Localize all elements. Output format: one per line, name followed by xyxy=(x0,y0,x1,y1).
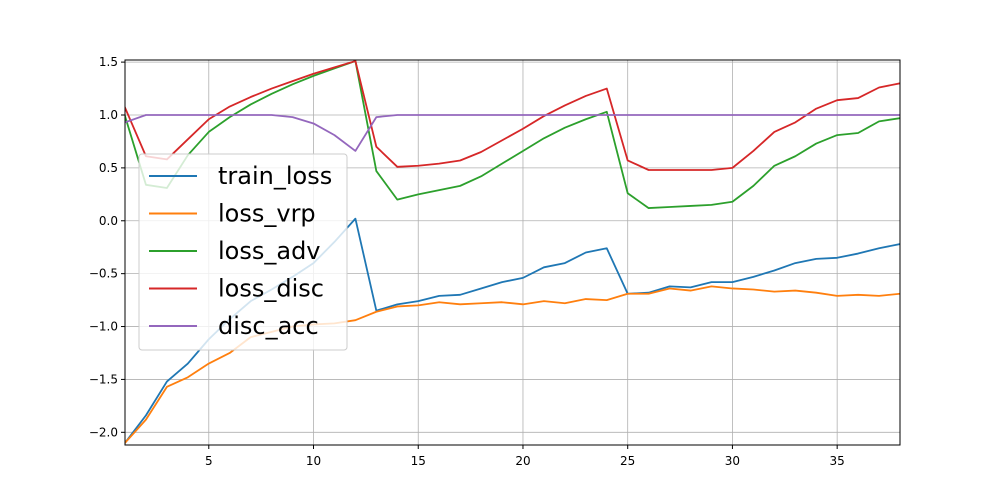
legend-box xyxy=(138,153,348,351)
x-tick-label: 10 xyxy=(306,454,321,468)
legend-label-train_loss: train_loss xyxy=(218,162,332,190)
y-tick-label: 1.5 xyxy=(99,55,118,69)
y-tick-label: 0.5 xyxy=(99,161,118,175)
x-tick-label: 15 xyxy=(411,454,426,468)
legend: train_loss loss_vrp loss_adv loss_disc disc_… xyxy=(138,153,348,351)
legend-label-disc_acc: disc_acc xyxy=(218,312,319,340)
x-tick-label: 5 xyxy=(205,454,213,468)
legend-label-loss_adv: loss_adv xyxy=(218,237,321,265)
y-tick-label: 0.0 xyxy=(99,214,118,228)
y-tick-label: 1.0 xyxy=(99,108,118,122)
y-tick-label: −1.0 xyxy=(89,320,118,334)
plot-frame xyxy=(124,59,901,446)
x-tick-label: 30 xyxy=(725,454,740,468)
x-tick-label: 20 xyxy=(515,454,530,468)
axes: 5 10 15 20 25 30 35 −2.0 −1.5 −1.0 −0.5 0.0 0.5 1.0 1.… xyxy=(89,55,845,468)
x-tick-label: 25 xyxy=(620,454,635,468)
y-tick-label: −1.5 xyxy=(89,372,118,386)
legend-label-loss_disc: loss_disc xyxy=(218,275,324,303)
series-line-loss_adv xyxy=(125,60,900,209)
y-tick-label: −2.0 xyxy=(89,425,118,439)
legend-label-loss_vrp: loss_vrp xyxy=(218,200,316,228)
x-tick-label: 35 xyxy=(830,454,845,468)
y-tick-label: −0.5 xyxy=(89,267,118,281)
series-line-loss_disc xyxy=(125,60,900,171)
series-line-disc_acc xyxy=(125,114,900,152)
